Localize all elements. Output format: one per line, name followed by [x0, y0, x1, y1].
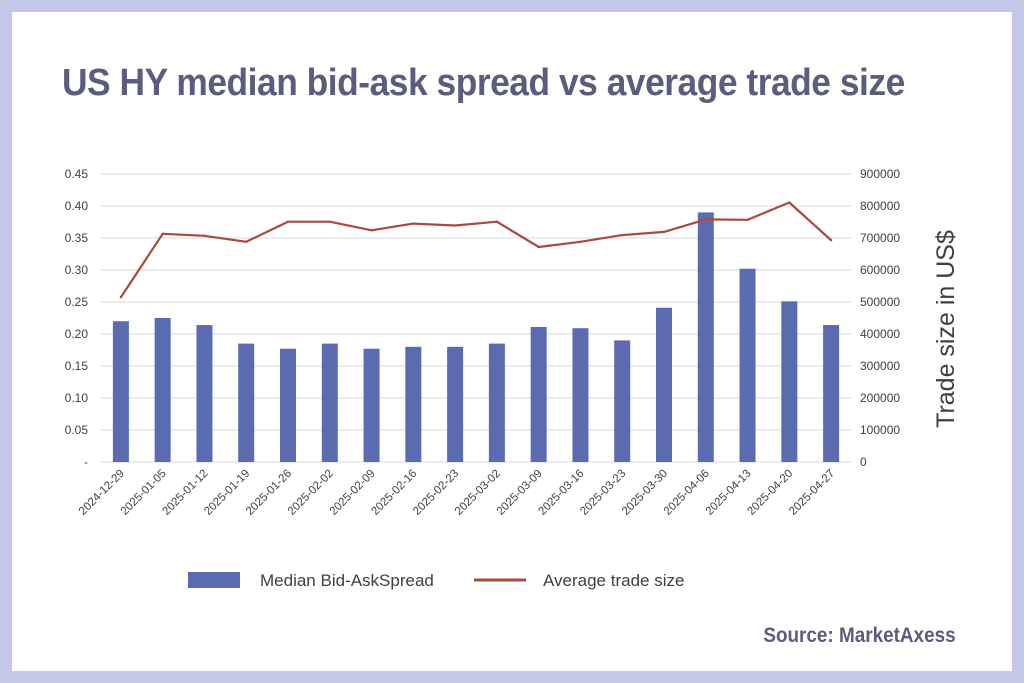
- line-point: [704, 218, 707, 221]
- line-point: [119, 296, 123, 299]
- y-right-tick-label: 700000: [860, 231, 900, 245]
- bar: [196, 325, 213, 462]
- y-left-tick-label: 0.35: [65, 231, 89, 245]
- line-point: [829, 239, 833, 242]
- y-left-tick-label: 0.15: [65, 359, 89, 373]
- y-left-tick-label: 0.45: [65, 167, 89, 181]
- line-point: [621, 233, 624, 237]
- y-left-tick-label: 0.10: [65, 391, 89, 405]
- line-point: [286, 220, 290, 223]
- y-left-tick-label: 0.20: [65, 327, 89, 341]
- bar-series: [112, 212, 840, 462]
- bar: [488, 343, 505, 462]
- bar: [154, 318, 171, 462]
- y-left-tick-label: 0.40: [65, 199, 89, 213]
- axis-ticks: - 0 0.05 100000 0.10 200000 0.15 300000 0.20 4000…: [65, 167, 901, 518]
- line-point: [245, 240, 248, 244]
- bar: [823, 325, 840, 462]
- x-tick-label: 2025-04-27: [787, 468, 837, 518]
- y-left-tick-label: 0.05: [65, 423, 89, 437]
- line-point: [579, 240, 582, 244]
- bar: [614, 340, 631, 462]
- bar: [405, 346, 422, 462]
- grid-lines: [100, 173, 852, 463]
- y-right-tick-label: 0: [860, 455, 867, 469]
- y-right-tick-label: 900000: [860, 167, 900, 181]
- line-point: [328, 220, 331, 223]
- line-point: [746, 218, 749, 221]
- legend: Median Bid-AskSpread Average trade size: [188, 571, 684, 590]
- line-point: [161, 232, 164, 236]
- line-point: [788, 201, 791, 204]
- y-right-axis-title: Trade size in US$: [932, 230, 960, 428]
- bar: [739, 268, 756, 462]
- line-point: [495, 220, 499, 223]
- bar: [447, 346, 464, 462]
- bar: [112, 321, 129, 462]
- y-left-tick-label: 0.25: [65, 295, 89, 309]
- bar: [321, 343, 338, 462]
- chart-title: US HY median bid-ask spread vs average t…: [62, 62, 905, 104]
- y-right-tick-label: 600000: [860, 263, 900, 277]
- bar: [280, 348, 296, 462]
- y-right-tick-label: 200000: [860, 391, 900, 405]
- y-right-tick-label: 100000: [860, 423, 900, 437]
- legend-swatch-bars: [188, 572, 240, 588]
- bar: [530, 326, 547, 462]
- y-right-tick-label: 500000: [860, 295, 900, 309]
- legend-label-line: Average trade size: [543, 571, 684, 590]
- y-right-tick-label: 800000: [860, 199, 900, 213]
- line-point: [453, 224, 457, 227]
- line-point: [203, 234, 206, 237]
- source-note: Source: MarketAxess: [763, 624, 956, 647]
- bar: [697, 212, 714, 462]
- bar: [363, 348, 380, 462]
- trade-size-line: [119, 201, 832, 298]
- y-left-tick-label: -: [84, 455, 88, 469]
- bar: [656, 307, 672, 462]
- line-point: [370, 229, 373, 232]
- bar: [238, 343, 255, 462]
- line-point: [537, 245, 540, 249]
- line-point: [412, 222, 415, 225]
- legend-label-bars: Median Bid-AskSpread: [260, 571, 434, 590]
- chart-card: US HY median bid-ask spread vs average t…: [12, 12, 1012, 671]
- bar: [572, 328, 589, 462]
- line-point: [662, 230, 666, 234]
- bar: [781, 301, 798, 462]
- y-right-tick-label: 400000: [860, 327, 900, 341]
- line-series: [119, 201, 833, 299]
- combo-chart: - 0 0.05 100000 0.10 200000 0.15 300000 0.20 4000…: [65, 167, 960, 590]
- y-right-tick-label: 300000: [860, 359, 900, 373]
- y-left-tick-label: 0.30: [65, 263, 89, 277]
